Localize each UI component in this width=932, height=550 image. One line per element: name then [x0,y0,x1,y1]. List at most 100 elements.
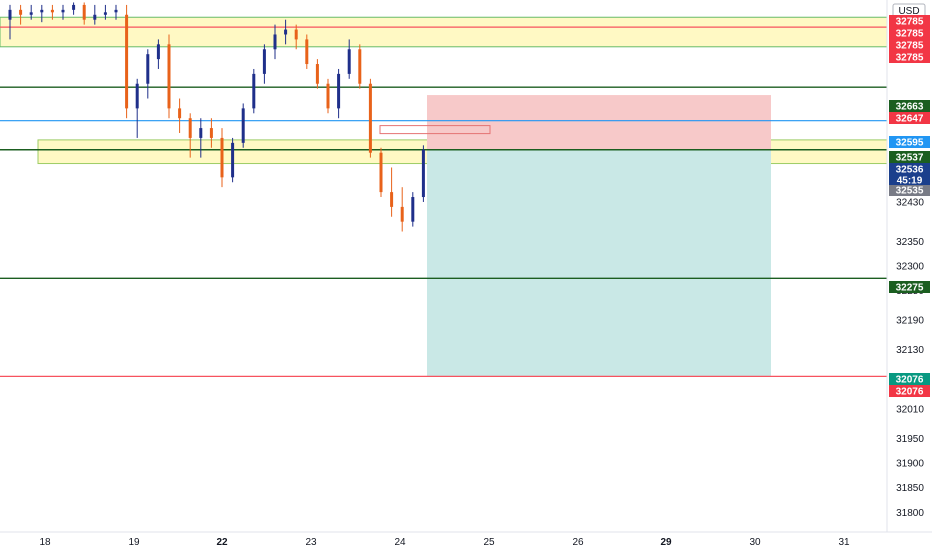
candle-body [411,197,415,222]
candle-body [19,9,23,15]
price-axis-background [887,0,932,532]
candle-body [252,73,256,109]
price-tick-label: 32350 [896,237,924,248]
price-tick-label: 31950 [896,434,924,445]
candle-22 [231,137,235,183]
candle-body [220,137,224,178]
price-tick-label: 31800 [896,508,924,519]
candle-15 [156,39,160,69]
candle-23 [241,103,245,148]
candle-31 [326,78,330,114]
candle-body [284,29,288,35]
price-tick-label: 32300 [896,262,924,273]
price-tick-label: 31900 [896,459,924,470]
price-badge-label: 32076 [896,375,924,386]
price-badge-label: 32595 [896,138,924,149]
zone-1 [0,16,888,48]
candle-36 [379,147,383,198]
price-badge-bg [889,39,930,51]
candle-body [262,49,266,74]
price-tick-label: 32190 [896,316,924,327]
position-risk-area[interactable] [427,95,771,150]
price-badge-3: 32785 [889,39,930,52]
candle-body [146,54,150,84]
price-badge-bg [889,51,930,63]
price-badge-12: 32076 [889,373,930,386]
countdown-badge: 45:19 [889,175,930,187]
price-badge-bg [889,151,930,163]
candle-40 [421,145,425,202]
candle-7 [72,2,76,15]
time-axis[interactable] [0,531,932,550]
candle-body [188,118,192,138]
price-badge-4: 32785 [889,51,930,64]
candle-2 [19,4,23,25]
candle-body [199,128,203,138]
candle-33 [347,39,351,79]
candle-body [400,206,404,222]
candle-body [103,12,107,15]
price-badge-bg [889,27,930,39]
candle-body [156,44,160,60]
price-badge-bg [889,163,930,175]
candle-body [50,9,54,13]
candle-body [8,9,12,20]
time-tick-label: 24 [394,537,406,548]
candle-body [167,44,171,109]
candle-29 [305,34,309,69]
candle-body [326,83,330,109]
candle-body [337,73,341,109]
time-tick-label: 31 [838,537,850,548]
candle-30 [315,59,319,89]
level-lines [0,26,887,377]
price-badge-label: 32647 [896,114,924,125]
price-badge-6: 32647 [889,112,930,125]
candle-14 [146,49,150,99]
candle-32 [337,68,341,119]
candle-12 [125,4,129,119]
currency-label: USD [898,6,919,17]
candles-layer [8,2,425,232]
price-badge-bg [889,15,930,27]
price-badge-label: 32785 [896,41,924,52]
candle-38 [400,187,404,232]
candle-body [390,192,394,207]
candle-37 [390,167,394,217]
price-badge-bg [889,136,930,148]
candle-5 [50,4,54,20]
price-badge-7: 32595 [889,136,930,149]
candle-28 [294,24,298,50]
candle-body [40,9,44,13]
range-marker [379,125,491,135]
price-badge-label: 32537 [896,153,924,164]
price-badge-bg [889,385,930,397]
position-tool[interactable] [379,95,771,377]
price-tick-label: 32130 [896,345,924,356]
candle-13 [135,78,139,138]
price-badge-label: 32663 [896,102,924,113]
candle-body [294,29,298,40]
candle-20 [209,118,213,148]
candle-body [315,64,319,84]
price-badge-bg [889,281,930,293]
candle-24 [252,68,256,114]
time-tick-label: 26 [572,537,584,548]
price-badge-label: 32785 [896,17,924,28]
candle-body [61,9,65,13]
candle-16 [167,34,171,119]
price-tick-label: 32430 [896,197,924,208]
candle-1 [8,4,12,40]
price-badge-label: 32535 [896,186,924,197]
price-badge-11: 32275 [889,281,930,294]
position-reward-area[interactable] [427,149,771,377]
candle-body [209,128,213,138]
candle-body [421,149,425,198]
candle-19 [199,118,203,158]
candle-18 [188,113,192,158]
candle-body [82,4,86,20]
price-badge-label: 32785 [896,53,924,64]
price-tick-label: 32010 [896,404,924,415]
price-badge-label: 32785 [896,29,924,40]
candle-body [29,12,33,15]
